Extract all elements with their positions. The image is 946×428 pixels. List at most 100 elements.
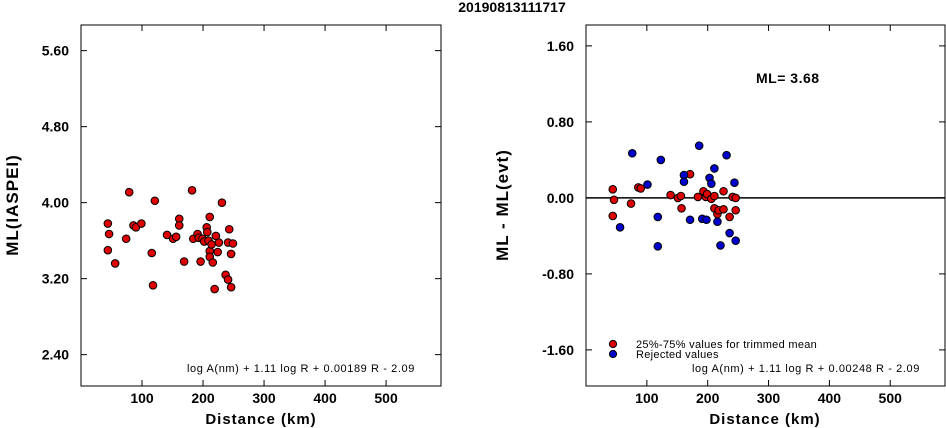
right-data-point xyxy=(653,242,663,251)
right-y-tick-label: -1.60 xyxy=(542,342,574,358)
right-data-point xyxy=(719,205,728,214)
right-data-point xyxy=(707,179,716,188)
left-data-point xyxy=(110,259,120,268)
left-x-tick-label: 200 xyxy=(191,390,215,406)
right-data-point xyxy=(722,150,731,160)
legend-marker-rejected xyxy=(608,349,618,359)
legend-label-trimmed: 25%-75% values for trimmed mean xyxy=(636,339,817,351)
left-data-point xyxy=(174,221,184,230)
right-formula-annotation: log A(nm) + 1.11 log R + 0.00248 R - 2.0… xyxy=(692,363,920,375)
left-data-point xyxy=(103,219,113,228)
right-data-point xyxy=(713,217,722,226)
left-data-point xyxy=(205,212,215,222)
left-data-point xyxy=(226,282,236,292)
right-data-point xyxy=(719,186,728,196)
right-data-point xyxy=(731,193,740,203)
right-panel: 100 200 300 400 500 -1.60 -0.80 0.00 0.80 1.60 ML… xyxy=(493,24,946,428)
left-y-axis-label: ML(IASPEI) xyxy=(3,154,22,256)
left-data-point xyxy=(187,186,197,195)
left-data-point xyxy=(179,257,189,266)
left-data-point xyxy=(147,248,157,258)
right-x-tick-label: 100 xyxy=(635,390,659,406)
right-data-point xyxy=(626,199,636,208)
right-axis-ticks: 100 200 300 400 500 -1.60 -0.80 0.00 0.80 1.60 xyxy=(542,25,945,406)
left-data-point xyxy=(124,187,134,197)
right-data-point xyxy=(609,195,619,205)
right-y-tick-label: 1.60 xyxy=(547,38,574,54)
right-plot-frame xyxy=(585,24,946,387)
left-y-tick-label: 5.60 xyxy=(42,43,69,59)
left-x-tick-label: 400 xyxy=(313,390,337,406)
right-data-point xyxy=(731,205,740,215)
right-data-point xyxy=(685,215,695,225)
left-data-point xyxy=(104,229,114,239)
left-data-point xyxy=(228,239,238,248)
left-data-point xyxy=(203,227,212,237)
right-data-point xyxy=(608,185,618,194)
right-y-axis-label: ML - ML(evt) xyxy=(493,149,512,261)
left-y-tick-label: 3.20 xyxy=(42,271,69,287)
legend-marker-trimmed xyxy=(608,339,618,349)
left-data-point xyxy=(162,230,172,240)
right-x-tick-label: 200 xyxy=(696,390,720,406)
left-data-point xyxy=(217,198,227,207)
right-data-point xyxy=(730,178,739,187)
right-data-point xyxy=(656,155,666,165)
left-x-axis-label: Distance (km) xyxy=(205,411,316,428)
left-data-point xyxy=(214,238,224,247)
left-data-point xyxy=(150,196,160,206)
right-data-point xyxy=(679,177,689,187)
left-data-point xyxy=(196,257,205,266)
right-data-point xyxy=(716,241,725,250)
legend-label-rejected: Rejected values xyxy=(636,349,719,361)
right-data-points xyxy=(608,141,740,251)
left-data-point xyxy=(224,224,234,234)
legend: 25%-75% values for trimmed mean Rejected… xyxy=(608,339,817,361)
left-formula-annotation: log A(nm) + 1.11 log R + 0.00189 R - 2.0… xyxy=(187,363,415,375)
right-data-point xyxy=(677,204,686,213)
left-data-point xyxy=(226,249,236,259)
left-data-point xyxy=(148,281,158,290)
left-x-tick-label: 300 xyxy=(252,390,276,406)
right-y-tick-label: 0.00 xyxy=(547,190,574,206)
right-data-point xyxy=(636,184,646,193)
right-x-tick-label: 400 xyxy=(818,390,842,406)
left-data-point xyxy=(223,275,233,284)
left-y-tick-label: 4.00 xyxy=(42,195,69,211)
right-x-tick-label: 300 xyxy=(757,390,781,406)
right-data-point xyxy=(731,236,740,245)
left-data-points xyxy=(103,186,238,294)
left-data-point xyxy=(171,232,181,242)
right-data-point xyxy=(666,190,675,200)
right-data-point xyxy=(725,228,734,238)
left-data-point xyxy=(207,240,216,249)
right-data-point xyxy=(702,215,711,225)
left-data-point xyxy=(137,219,146,228)
right-data-point xyxy=(710,164,719,173)
left-data-point xyxy=(121,234,131,244)
left-panel: 100 200 300 400 500 2.40 3.20 4.00 4.80 5.60 log … xyxy=(3,24,442,428)
left-data-point xyxy=(210,284,219,294)
right-data-point xyxy=(653,212,663,222)
left-y-tick-label: 2.40 xyxy=(42,347,69,363)
right-data-point xyxy=(608,211,618,221)
right-data-point xyxy=(615,223,625,232)
figure-title: 20190813111717 xyxy=(458,0,566,15)
left-axis-ticks: 100 200 300 400 500 2.40 3.20 4.00 4.80 5.60 xyxy=(42,25,441,406)
right-data-point xyxy=(643,180,652,189)
event-magnitude-label: ML= 3.68 xyxy=(756,70,820,86)
left-data-point xyxy=(213,247,222,257)
left-data-point xyxy=(208,258,218,267)
left-x-tick-label: 100 xyxy=(130,390,154,406)
left-data-point xyxy=(103,245,113,255)
right-x-axis-label: Distance (km) xyxy=(709,411,820,428)
right-data-point xyxy=(725,212,734,222)
left-plot-frame xyxy=(80,24,442,387)
right-data-point xyxy=(710,191,719,201)
right-y-tick-label: 0.80 xyxy=(547,114,574,130)
right-y-tick-label: -0.80 xyxy=(542,266,574,282)
right-data-point xyxy=(676,191,686,201)
right-x-tick-label: 500 xyxy=(879,390,903,406)
